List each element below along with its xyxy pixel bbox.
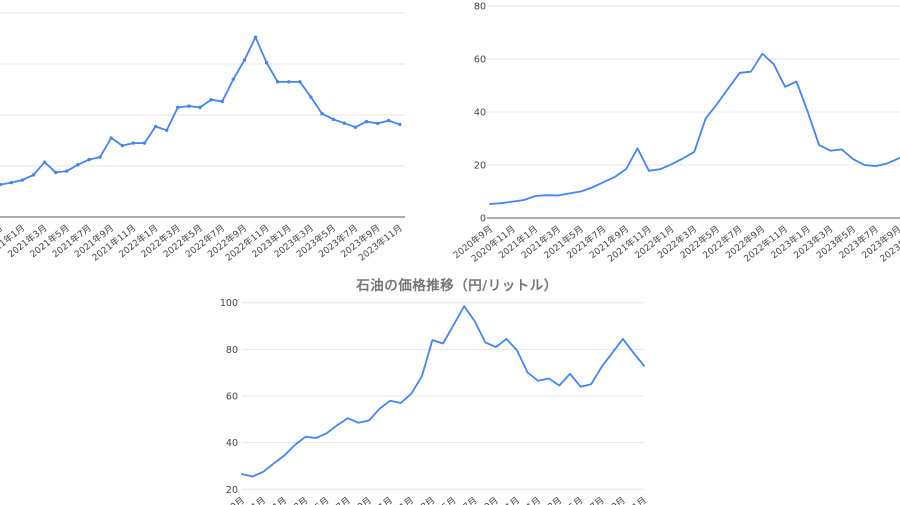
svg-text:20: 20 — [226, 485, 238, 496]
gridlines — [242, 302, 644, 444]
svg-text:40: 40 — [226, 438, 238, 449]
chart-title: 石油の価格推移（円/リットル） — [356, 278, 558, 294]
svg-text:60: 60 — [226, 392, 238, 403]
gridlines — [487, 5, 900, 166]
svg-text:80: 80 — [226, 345, 238, 356]
x-axis-labels: 2020年9月2020年11月2021年1月2021年3月2021年5月2021… — [203, 494, 649, 505]
y-axis-labels: 0 20 40 60 80 — [474, 2, 486, 225]
svg-text:40: 40 — [474, 108, 486, 119]
svg-text:60: 60 — [474, 55, 486, 66]
svg-text:80: 80 — [474, 2, 486, 13]
svg-text:20: 20 — [474, 161, 486, 172]
svg-text:0: 0 — [480, 214, 486, 225]
series-line — [489, 52, 900, 205]
series-line — [241, 305, 645, 478]
svg-text:2020年9月: 2020年9月 — [203, 494, 247, 505]
svg-text:100: 100 — [220, 298, 238, 309]
y-axis-labels: 20 40 60 80 100 — [220, 298, 238, 496]
series-point-markers — [0, 35, 402, 187]
